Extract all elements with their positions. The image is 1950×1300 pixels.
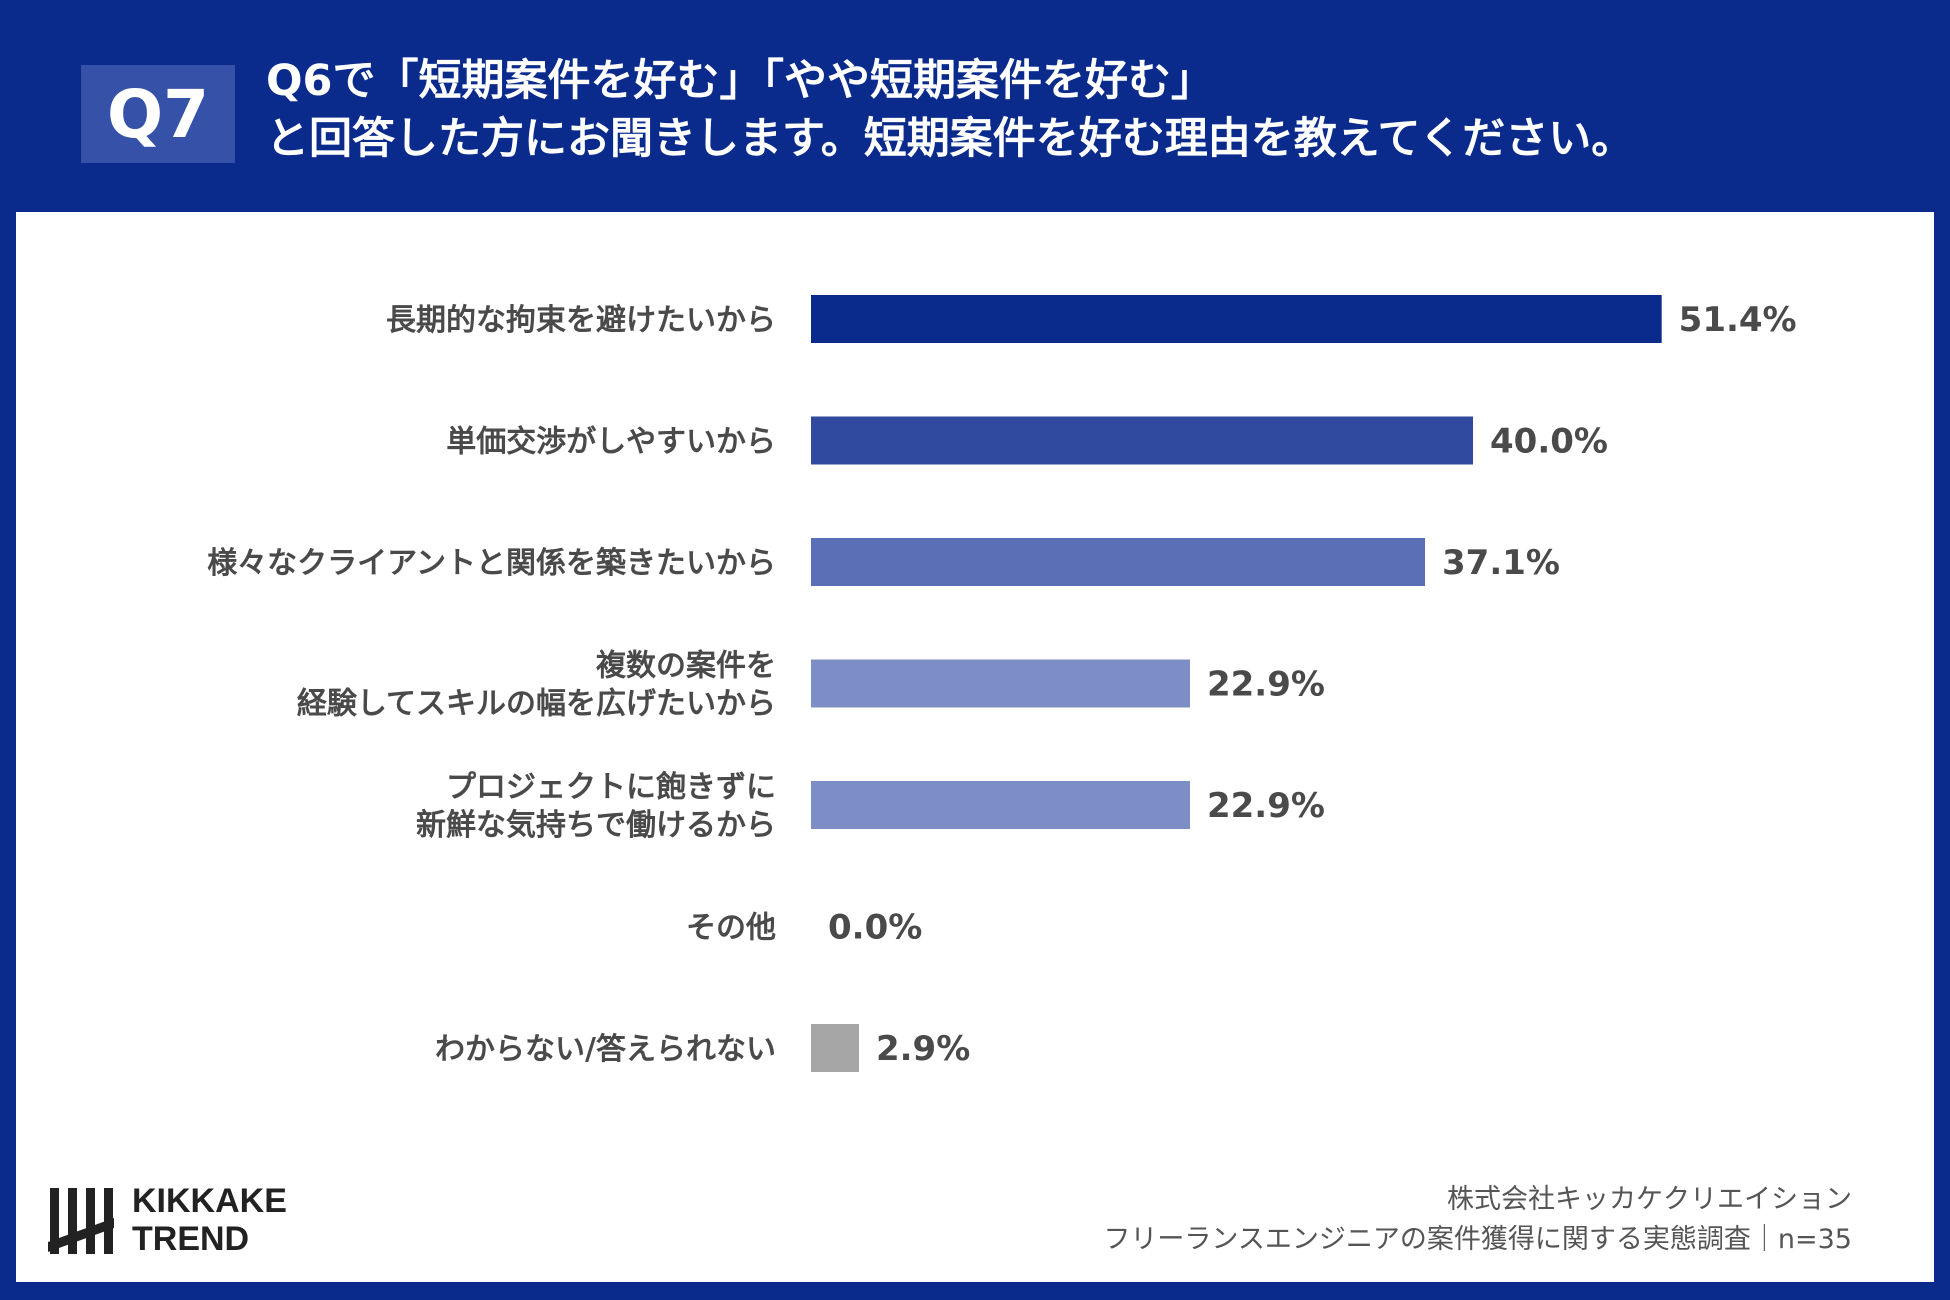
source-survey: フリーランスエンジニアの案件獲得に関する実態調査｜n=35 bbox=[1103, 1224, 1852, 1255]
category-label-5-0: その他 bbox=[686, 911, 776, 946]
bar-2 bbox=[811, 538, 1426, 586]
brand-logo-text: KIKKAKE TREND bbox=[132, 1182, 287, 1258]
question-title-line-2: と回答した方にお聞きします。短期案件を好む理由を教えてください。 bbox=[266, 114, 1635, 164]
bar-3 bbox=[811, 659, 1190, 708]
brand-logo-line-1: KIKKAKE bbox=[132, 1182, 287, 1220]
brand-logo-mark-icon bbox=[48, 1188, 114, 1254]
question-title-line-1: Q6で「短期案件を好む」「やや短期案件を好む」 bbox=[266, 56, 1214, 106]
question-badge: Q7 bbox=[81, 65, 235, 163]
category-label-3-0: 複数の案件を bbox=[596, 649, 776, 684]
bar-6 bbox=[811, 1024, 859, 1072]
category-label-0-0: 長期的な拘束を避けたいから bbox=[386, 303, 776, 338]
source-note: 株式会社キッカケクリエイション フリーランスエンジニアの案件獲得に関する実態調査… bbox=[1103, 1180, 1852, 1260]
value-label-3: 22.9% bbox=[1207, 665, 1325, 705]
value-label-4: 22.9% bbox=[1207, 786, 1325, 826]
source-company: 株式会社キッカケクリエイション bbox=[1447, 1184, 1852, 1215]
bar-4 bbox=[811, 781, 1190, 829]
chart-panel: 51.4% 長期的な拘束を避けたいから 40.0% 単価交渉がしやすいから 37.1% 様… bbox=[16, 212, 1934, 1282]
category-label-2-0: 様々なクライアントと関係を築きたいから bbox=[207, 546, 776, 581]
bar-0 bbox=[811, 295, 1662, 343]
value-label-5: 0.0% bbox=[828, 908, 922, 948]
category-label-4-0: プロジェクトに飽きずに bbox=[446, 770, 776, 805]
category-label-3-1: 経験してスキルの幅を広げたいから bbox=[297, 687, 776, 722]
category-label-1-0: 単価交渉がしやすいから bbox=[446, 425, 776, 460]
value-label-6: 2.9% bbox=[876, 1029, 970, 1069]
question-title: Q6で「短期案件を好む」「やや短期案件を好む」 と回答した方にお聞きします。短期… bbox=[266, 52, 1916, 168]
header: Q7 Q6で「短期案件を好む」「やや短期案件を好む」 と回答した方にお聞きします… bbox=[0, 0, 1950, 210]
category-label-6-0: わからない/答えられない bbox=[435, 1032, 776, 1067]
brand-logo-line-2: TREND bbox=[132, 1220, 250, 1258]
bar-chart: 51.4% 長期的な拘束を避けたいから 40.0% 単価交渉がしやすいから 37.1% 様… bbox=[207, 295, 1797, 1072]
value-label-2: 37.1% bbox=[1442, 543, 1560, 583]
value-label-1: 40.0% bbox=[1490, 422, 1608, 462]
value-label-0: 51.4% bbox=[1679, 300, 1797, 340]
bar-1 bbox=[811, 416, 1473, 465]
category-label-4-1: 新鮮な気持ちで働けるから bbox=[416, 808, 776, 843]
